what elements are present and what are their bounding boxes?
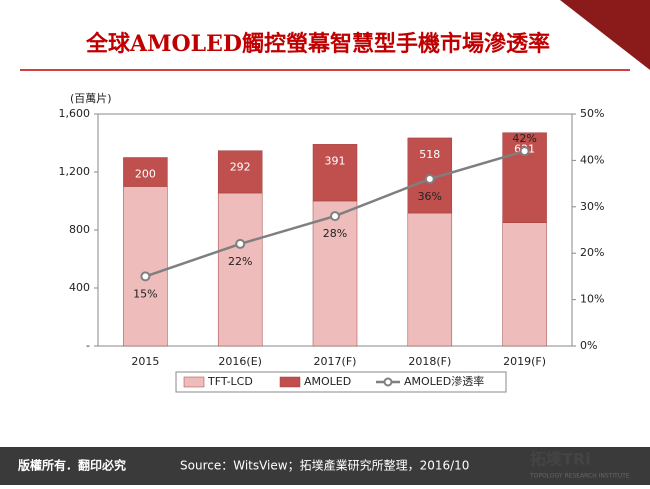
legend-swatch-marker (383, 377, 393, 387)
line-value-label: 42% (512, 132, 536, 145)
y2-tick-label: 20% (580, 246, 604, 259)
logo-subtitle: TOPOLOGY RESEARCH INSTITUTE (529, 473, 630, 480)
y-tick-label: 1,200 (59, 165, 91, 178)
legend-label: TFT-LCD (207, 375, 253, 388)
line-marker (140, 271, 151, 282)
line-marker (330, 211, 340, 222)
bar (502, 222, 547, 347)
logo: 拓墣TRi (530, 450, 591, 469)
bar (407, 212, 453, 347)
line-value-label: 36% (418, 190, 442, 203)
footer-bar (0, 447, 650, 485)
line-value-label: 22% (228, 255, 252, 268)
bar-value-label: 292 (230, 161, 251, 174)
y-unit-label: (百萬片) (70, 92, 112, 105)
slide-title: 全球AMOLED觸控螢幕智慧型手機市場滲透率 (85, 31, 550, 57)
bar (217, 150, 263, 194)
line-marker (519, 146, 530, 157)
corner-decoration (560, 0, 650, 70)
x-tick-label: 2019(F) (503, 355, 546, 368)
y-tick-label: - (86, 339, 90, 352)
legend-frame (175, 371, 507, 393)
legend-label: AMOLED (304, 375, 351, 388)
x-tick-label: 2016(E) (218, 355, 262, 368)
bar (217, 192, 263, 347)
line-marker (424, 173, 435, 184)
x-tick-label: 2015 (131, 355, 159, 368)
line-value-label: 15% (133, 287, 157, 300)
bar (123, 157, 168, 187)
legend-swatch (279, 376, 301, 388)
line-value-label: 28% (323, 227, 347, 240)
source: Source：WitsView；拓墣產業研究所整理，2016/10 (180, 458, 469, 473)
legend-label: AMOLED滲透率 (404, 374, 484, 388)
bar (312, 200, 358, 347)
y-tick-label: 1,600 (59, 107, 91, 120)
legend-swatch (183, 376, 205, 388)
copyright: 版權所有．翻印必究 (18, 458, 126, 473)
y2-tick-label: 10% (580, 293, 604, 306)
bar-value-label: 518 (419, 148, 440, 161)
y2-tick-label: 0% (580, 339, 597, 352)
x-tick-label: 2017(F) (314, 355, 357, 368)
bar (312, 144, 358, 202)
y2-tick-label: 30% (580, 200, 604, 213)
line-marker (235, 238, 246, 249)
y-tick-label: 800 (69, 223, 90, 236)
y2-tick-label: 40% (580, 153, 604, 166)
bar-value-label: 200 (135, 168, 156, 181)
bar (123, 186, 168, 347)
y2-tick-label: 50% (580, 107, 604, 120)
y-tick-label: 400 (69, 281, 90, 294)
bar-value-label: 391 (325, 154, 346, 167)
x-tick-label: 2018(F) (408, 355, 451, 368)
